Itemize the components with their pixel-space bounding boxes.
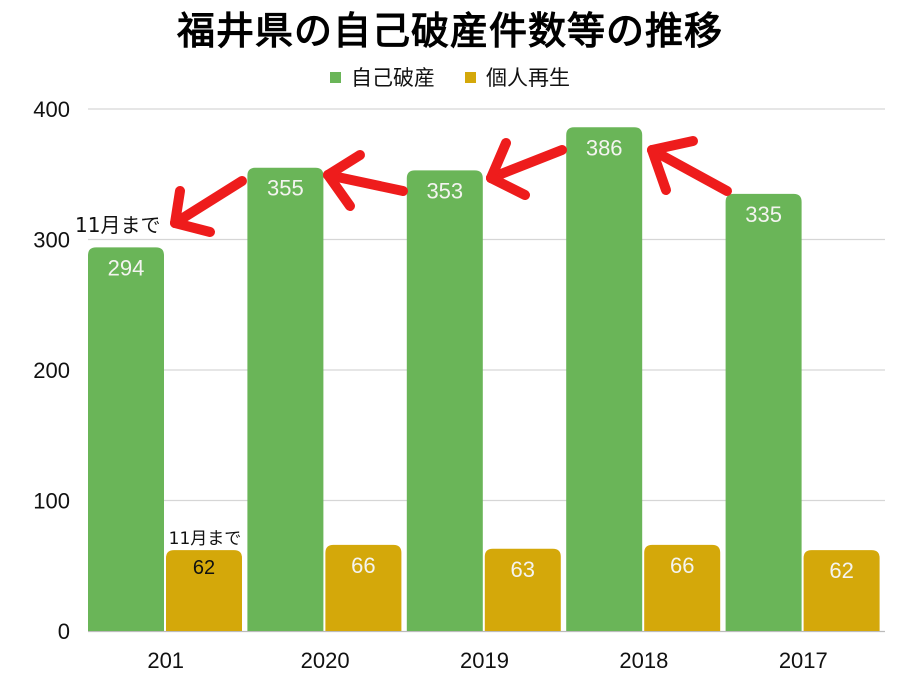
bar-value-label: 335 xyxy=(745,202,782,227)
legend-label-rehabilitation: 個人再生 xyxy=(486,66,570,90)
bar-bankruptcy xyxy=(566,127,643,632)
bar-value-label: 386 xyxy=(586,135,623,160)
bar-rehabilitation xyxy=(166,550,242,631)
y-tick-label: 100 xyxy=(33,489,70,514)
bar-value-label: 62 xyxy=(193,557,215,579)
y-tick-label: 300 xyxy=(33,228,70,253)
x-tick-label: 2019 xyxy=(460,648,509,673)
y-tick-label: 200 xyxy=(33,358,70,383)
red-arrow xyxy=(170,176,247,237)
note-rehabilitation-2021: 11月まで xyxy=(169,529,242,549)
y-axis: 0 100 200 300 400 xyxy=(33,97,70,644)
x-tick-label: 2020 xyxy=(301,648,350,673)
chart-title: 福井県の自己破産件数等の推移 xyxy=(176,9,723,53)
red-arrow xyxy=(647,136,732,196)
bar-bankruptcy xyxy=(88,247,164,631)
bar-value-label: 63 xyxy=(511,557,535,582)
bar-value-label: 66 xyxy=(670,553,694,578)
note-bankruptcy-2021: 11月まで xyxy=(75,213,160,237)
chart-legend: 自己破産 個人再生 xyxy=(0,62,900,92)
y-tick-label: 0 xyxy=(58,619,70,644)
bar-rehabilitation xyxy=(484,548,561,631)
legend-label-bankruptcy: 自己破産 xyxy=(351,66,435,90)
y-tick-label: 400 xyxy=(33,97,70,122)
bar-bankruptcy xyxy=(247,167,324,631)
x-axis: 201 2020 2019 2018 2017 xyxy=(147,648,827,673)
red-arrow xyxy=(323,150,408,211)
bar-rehabilitation xyxy=(644,544,721,631)
red-arrows xyxy=(170,136,732,237)
x-tick-label: 2018 xyxy=(619,648,668,673)
bars: 294 62 355 66 353 63 386 66 335 62 xyxy=(88,127,880,632)
bar-value-label: 62 xyxy=(829,558,853,583)
bar-rehabilitation xyxy=(325,544,402,631)
red-arrow xyxy=(486,138,567,200)
bar-value-label: 353 xyxy=(426,178,463,203)
bar-bankruptcy xyxy=(406,170,483,631)
legend-swatch-rehabilitation xyxy=(465,71,476,83)
annotations: 11月まで 11月まで xyxy=(75,213,241,549)
legend-item-rehabilitation: 個人再生 xyxy=(465,62,570,92)
legend-item-bankruptcy: 自己破産 xyxy=(330,62,435,92)
x-tick-label: 2017 xyxy=(779,648,828,673)
bar-bankruptcy xyxy=(725,193,802,631)
x-tick-label: 201 xyxy=(147,648,184,673)
bar-rehabilitation xyxy=(803,550,880,631)
bar-value-label: 66 xyxy=(351,553,375,578)
bar-value-label: 294 xyxy=(108,255,145,280)
legend-swatch-bankruptcy xyxy=(330,71,341,83)
bar-value-label: 355 xyxy=(267,176,304,201)
